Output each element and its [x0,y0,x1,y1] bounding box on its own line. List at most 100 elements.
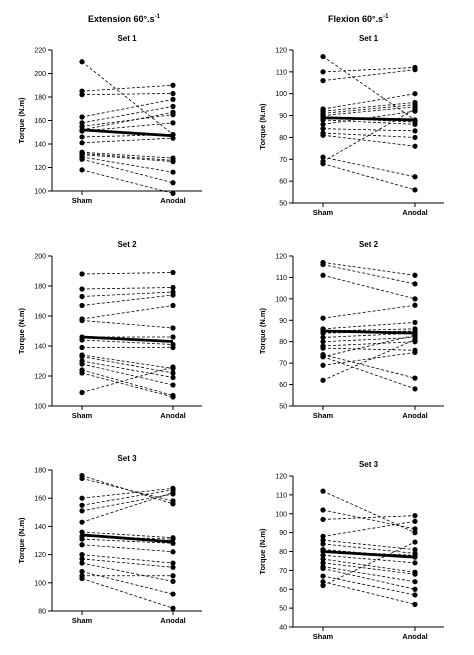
subject-line [81,272,174,275]
anodal-point [170,370,176,376]
subject-line [322,341,416,347]
anodal-point [170,489,176,496]
sham-point [320,533,326,540]
subject-line [81,98,174,118]
anodal-point [170,591,176,597]
y-tick-label: 160 [34,496,46,503]
subject-line [322,108,416,162]
y-tick-label: 60 [279,587,287,594]
y-tick-label: 120 [275,254,287,261]
anodal-point [170,302,176,309]
sham-point [320,552,326,558]
anodal-point [412,530,418,536]
x-tick-label: Sham [313,208,334,217]
subject-line [81,492,174,523]
y-tick-label: 80 [279,339,287,346]
sham-point [320,541,326,547]
anodal-point [170,364,176,370]
anodal-point [412,336,418,343]
subject-line [322,93,416,110]
anodal-point [170,344,176,351]
sham-point [79,344,85,351]
sham-point [320,345,326,351]
y-axis-label: Torque (N.m) [17,307,26,354]
subject-line [322,562,416,575]
sham-point [79,495,85,501]
subject-line [322,541,416,586]
extension-title-exponent: -1 [154,14,160,20]
x-tick-label: Anodal [402,208,427,217]
y-tick-label: 90 [279,318,287,325]
chart-panel-3: Set 2 100 120 140 160 180 200 Torque (N.m) Sham A… [17,240,202,420]
sham-point [320,121,326,127]
sham-point [79,59,85,65]
subject-line [322,515,416,520]
sham-point [79,92,85,98]
y-axis-label: Torque (N.m) [258,528,267,575]
anodal-point [170,498,176,504]
y-axis-label: Torque (N.m) [258,307,267,354]
flexion-title-text: Flexion 60°.s [328,14,384,24]
subject-line [81,158,174,184]
chart-panel-2: Set 1 50 60 70 80 90 100 110 120 Torque (N.m) Sham… [258,34,444,217]
y-axis-label: Torque (N.m) [17,517,26,564]
sham-point [79,156,85,162]
x-tick-label: Anodal [402,632,427,641]
anodal-point [412,106,418,112]
anodal-point [170,334,176,340]
anodal-point [412,592,418,598]
subject-line [81,320,174,329]
y-tick-label: 110 [276,275,287,282]
sham-point [320,556,326,562]
mean-line [322,116,416,122]
subject-line [322,119,416,125]
anodal-point [412,67,418,73]
y-tick-label: 70 [279,568,287,575]
subject-line [322,56,416,121]
subject-line [322,509,416,530]
subject-line [81,558,174,568]
y-tick-label: 100 [34,580,46,587]
subject-line [81,366,174,393]
anodal-point [412,296,418,302]
sham-point [320,334,326,341]
sham-point [320,154,326,160]
y-tick-label: 160 [34,314,46,321]
sham-point [320,261,326,268]
chart-panel-1: Set 1 100 120 140 160 180 200 220 Torque (N.m) Sh… [17,34,202,205]
mean-line [81,533,174,544]
subject-line [322,539,416,551]
subject-line [322,554,416,564]
sham-point [79,542,85,548]
anodal-point [412,518,418,524]
y-tick-label: 100 [34,189,46,196]
subject-line [81,363,174,386]
subject-line [322,262,416,276]
anodal-point [412,386,418,392]
sham-point [320,573,326,579]
sham-point [79,568,85,575]
subject-line [322,69,416,81]
sham-point [79,317,85,324]
subject-line [81,571,174,595]
subject-line [81,554,174,564]
chart-panel-6: Set 3 40 50 60 70 80 90 100 110 120 Torque (N.m) Sh… [258,460,444,641]
subject-line [81,487,174,499]
subject-line [322,356,416,390]
y-axis-label: Torque (N.m) [17,97,26,144]
subject-line [322,334,416,358]
anodal-point [412,571,418,577]
anodal-point [412,128,418,134]
y-tick-label: 80 [279,135,287,142]
sham-point [79,552,85,558]
subject-line [322,163,416,191]
x-tick-label: Anodal [160,616,185,625]
x-tick-label: Sham [72,411,93,420]
anodal-point [170,96,176,102]
subject-line [81,489,174,506]
anodal-point [170,605,176,611]
sham-point [79,114,85,120]
anodal-point [170,564,176,570]
x-tick-label: Sham [72,196,93,205]
